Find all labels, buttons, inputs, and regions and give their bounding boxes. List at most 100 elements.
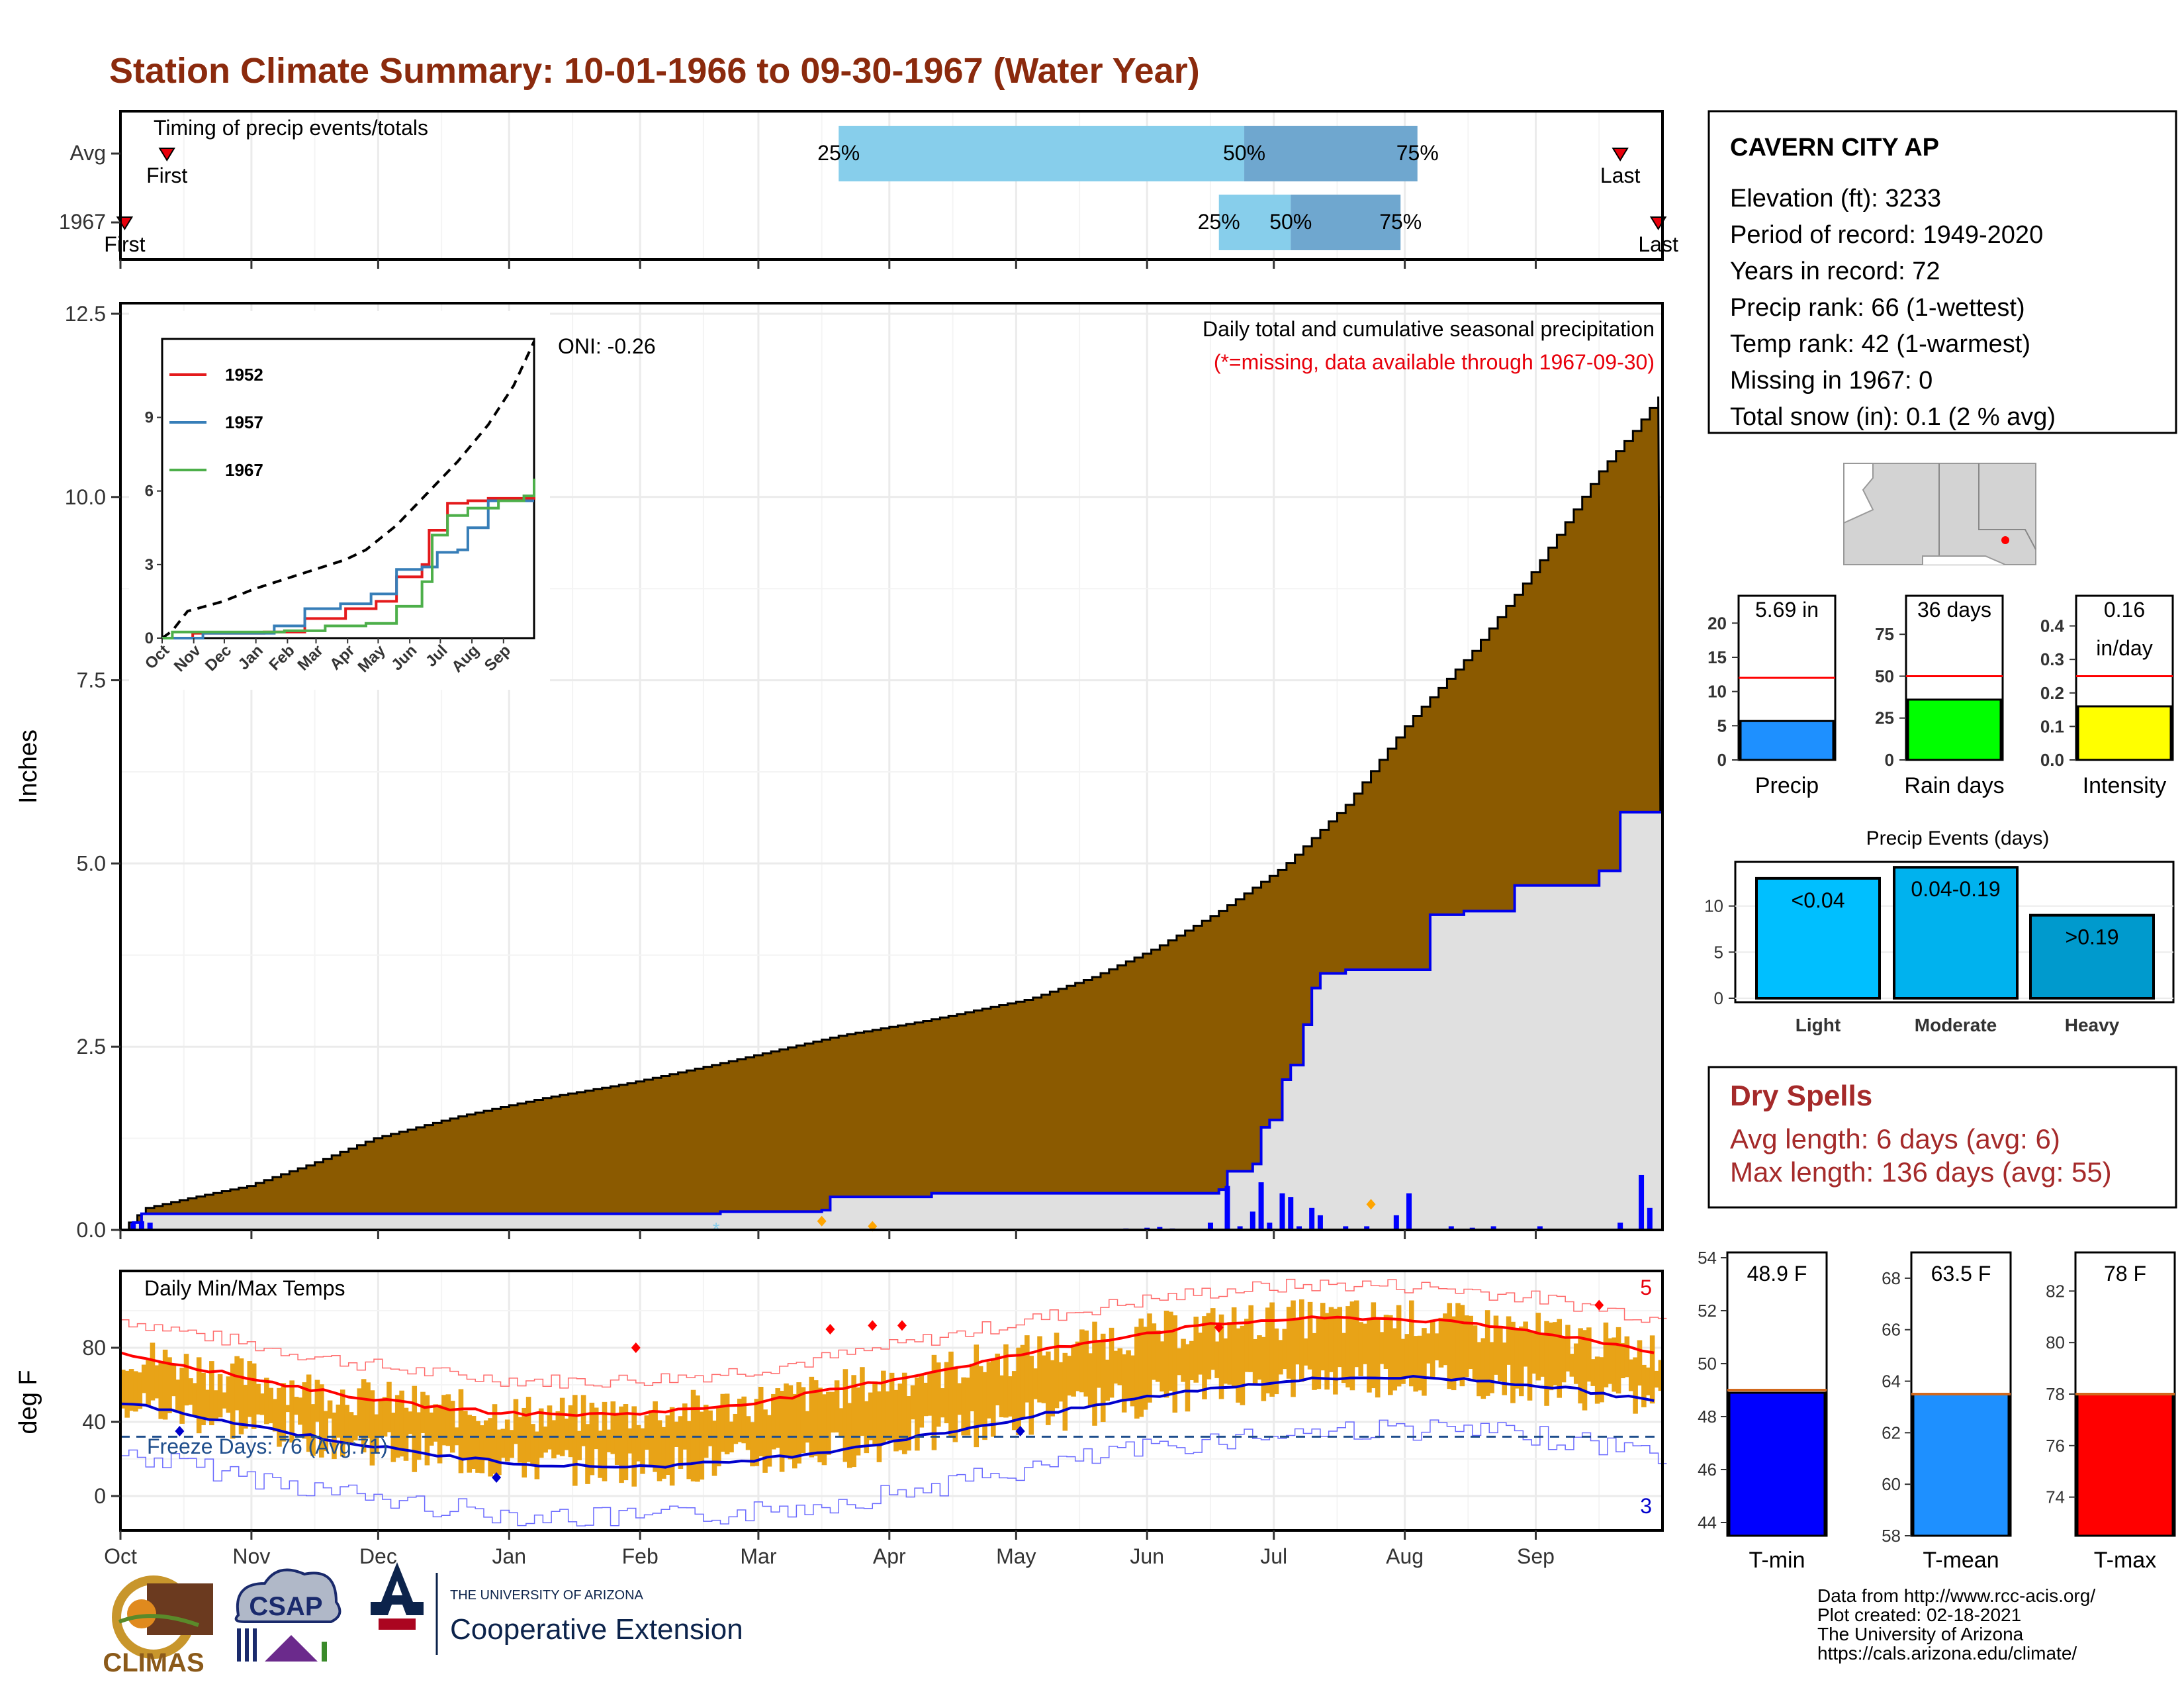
dry-spells-max: Max length: 136 days (avg: 55): [1730, 1156, 2112, 1188]
daily-temp-bar: [839, 1408, 844, 1436]
daily-temp-bar: [1489, 1342, 1494, 1393]
daily-temp-bar: [183, 1354, 189, 1406]
temp-y-tick: 80: [82, 1336, 106, 1360]
temp-y-tick: 40: [82, 1410, 106, 1434]
daily-temp-bar: [382, 1397, 388, 1437]
precip-header-line2: (*=missing, data available through 1967-…: [1214, 350, 1655, 374]
csap-logo: CSAP: [234, 1568, 341, 1662]
daily-temp-bar: [631, 1406, 637, 1487]
daily-temp-bar: [750, 1422, 755, 1467]
ua-logo-small-text: THE UNIVERSITY OF ARIZONA: [450, 1588, 644, 1603]
precip-event-label: Moderate: [1915, 1015, 1997, 1035]
inset-series-line: [162, 479, 535, 639]
daily-temp-bar: [1307, 1301, 1313, 1370]
daily-temp-bar: [1620, 1342, 1625, 1379]
temp-summary-tick: 60: [1882, 1474, 1901, 1494]
daily-temp-bar: [699, 1411, 705, 1480]
timing-pct-label: 50%: [1223, 141, 1265, 165]
daily-precip-bar: [1317, 1215, 1323, 1230]
temp-summary-tick: 50: [1698, 1354, 1717, 1374]
daily-temp-bar: [1252, 1338, 1258, 1385]
daily-temp-bar: [885, 1391, 891, 1441]
precip-events-title: Precip Events (days): [1866, 827, 2050, 849]
daily-temp-bar: [1590, 1359, 1596, 1386]
daily-temp-bar: [1506, 1316, 1512, 1365]
daily-temp-bar: [1083, 1330, 1089, 1397]
station-location-marker: [2001, 536, 2009, 544]
daily-temp-bar: [1408, 1300, 1414, 1387]
daily-temp-bar: [648, 1410, 654, 1466]
daily-temp-bar: [264, 1378, 269, 1425]
daily-temp-bar: [733, 1413, 739, 1444]
daily-temp-bar: [314, 1380, 320, 1422]
freeze-days-label: Freeze Days: 76 (Avg:71): [147, 1434, 388, 1458]
month-tick: Aug: [1386, 1544, 1424, 1568]
temp-summary-label: T-max: [2094, 1548, 2156, 1573]
daily-precip-bar: [130, 1222, 136, 1230]
daily-temp-bar: [995, 1353, 1000, 1405]
daily-temp-bar: [137, 1372, 143, 1409]
daily-temp-bar: [285, 1405, 291, 1413]
daily-temp-bar: [433, 1404, 438, 1442]
temp-summary-tick: 68: [1882, 1268, 1901, 1288]
daily-temp-bar: [251, 1363, 257, 1429]
daily-temp-bar: [1117, 1348, 1123, 1385]
daily-temp-bar: [1535, 1313, 1541, 1381]
daily-temp-bar: [1447, 1303, 1453, 1389]
daily-temp-bar: [504, 1419, 510, 1462]
daily-temp-bar: [1168, 1311, 1173, 1391]
daily-temp-bar: [872, 1381, 878, 1445]
daily-temp-bar: [1328, 1307, 1334, 1372]
daily-temp-bar: [707, 1410, 713, 1446]
daily-temp-bar: [1003, 1344, 1009, 1418]
daily-temp-bar: [741, 1396, 747, 1444]
daily-temp-bar: [970, 1364, 975, 1412]
daily-temp-bar: [1633, 1357, 1638, 1414]
daily-temp-bar: [788, 1385, 794, 1460]
daily-temp-bar: [1578, 1328, 1583, 1404]
temp-summary-label: T-mean: [1923, 1548, 1999, 1573]
daily-temp-bar: [238, 1358, 244, 1434]
daily-temp-bar: [374, 1414, 379, 1454]
daily-temp-bar: [1480, 1338, 1486, 1399]
daily-temp-bar: [792, 1393, 797, 1469]
daily-temp-bar: [1396, 1305, 1402, 1387]
daily-temp-bar: [492, 1404, 498, 1474]
daily-temp-bar: [640, 1428, 645, 1474]
daily-temp-bar: [910, 1385, 916, 1420]
daily-temp-bar: [813, 1380, 819, 1456]
daily-temp-bar: [171, 1364, 177, 1397]
daily-temp-bar: [737, 1398, 743, 1442]
daily-temp-bar: [1349, 1301, 1355, 1391]
daily-temp-bar: [897, 1383, 903, 1450]
daily-temp-bar: [585, 1424, 590, 1484]
dry-spells-box: Dry Spells Avg length: 6 days (avg: 6) M…: [1707, 1066, 2177, 1209]
summary-value: 36 days: [1917, 598, 1991, 622]
normal-max-line: [120, 1315, 1655, 1417]
daily-temp-bar: [289, 1380, 295, 1443]
precip-event-value: 0.04-0.19: [1911, 877, 2000, 901]
daily-temp-bar: [205, 1389, 210, 1419]
month-tick: Jan: [492, 1544, 526, 1568]
daily-precip-bar: [1647, 1207, 1653, 1230]
csap-logo-text: CSAP: [249, 1592, 322, 1621]
daily-precip-bar: [1617, 1222, 1623, 1230]
daily-temp-bar: [606, 1429, 612, 1452]
daily-temp-bar: [864, 1401, 870, 1454]
daily-temp-bar: [1105, 1360, 1110, 1401]
daily-precip-bar: [1393, 1215, 1399, 1230]
daily-temp-bar: [644, 1415, 650, 1450]
timing-bar-25-50: [1218, 195, 1291, 250]
daily-temp-bar: [120, 1370, 126, 1409]
daily-temp-bar: [936, 1362, 941, 1427]
daily-temp-bar: [302, 1382, 308, 1439]
temp-summary-value: 78 F: [2104, 1262, 2146, 1286]
page-title: Station Climate Summary: 10-01-1966 to 0…: [109, 51, 1200, 91]
daily-temp-bar: [568, 1405, 574, 1458]
daily-temp-bar: [1493, 1315, 1499, 1375]
summary-value: 0.16: [2104, 598, 2145, 622]
daily-temp-bar: [1523, 1321, 1528, 1367]
daily-temp-bar: [1231, 1307, 1237, 1388]
timing-bar-50-75: [1244, 126, 1418, 181]
daily-temp-bar: [441, 1395, 447, 1446]
